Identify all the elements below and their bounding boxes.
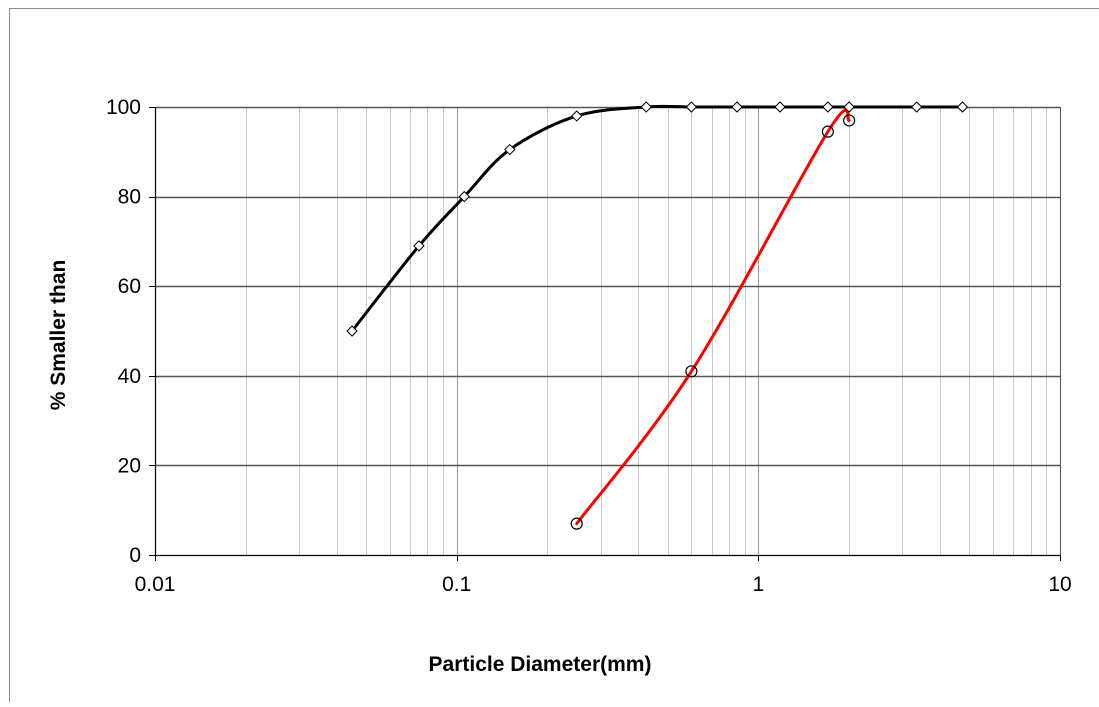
series-1-diamond-marker bbox=[640, 101, 652, 113]
series-1-diamond-marker bbox=[911, 101, 923, 113]
x-tick-labels: 0.01 0.1 1 10 bbox=[135, 573, 1072, 596]
x-tick-label: 0.01 bbox=[135, 573, 176, 596]
series-2-circle-marker bbox=[570, 517, 583, 530]
series-2-circle-marker bbox=[685, 365, 698, 378]
series-1-diamond-marker bbox=[346, 325, 358, 337]
x-tick-label: 1 bbox=[752, 573, 764, 596]
series-1-diamond-marker bbox=[822, 101, 834, 113]
series-1-diamond-marker bbox=[843, 101, 855, 113]
series-2-circle-marker bbox=[821, 125, 834, 138]
x-axis-label: Particle Diameter(mm) bbox=[429, 653, 652, 676]
series-1-diamond-marker bbox=[731, 101, 743, 113]
series-1-diamond-marker bbox=[956, 101, 969, 113]
y-tick-labels: 0 20 40 60 80 100 bbox=[106, 96, 141, 567]
axes bbox=[149, 107, 1061, 561]
y-tick-label: 20 bbox=[118, 454, 141, 477]
y-tick-label: 80 bbox=[118, 186, 141, 209]
series-1-diamond-marker bbox=[571, 110, 583, 122]
series-1-diamond-marker bbox=[458, 190, 471, 203]
y-tick-label: 60 bbox=[118, 275, 141, 298]
y-tick-label: 40 bbox=[118, 365, 141, 388]
y-tick-label: 0 bbox=[129, 544, 141, 567]
series-1-diamond-marker bbox=[685, 101, 698, 113]
series-markers bbox=[346, 101, 969, 530]
minor-gridlines bbox=[246, 107, 1047, 555]
series-2-line bbox=[575, 108, 851, 526]
series-2-circle-marker bbox=[843, 114, 856, 127]
x-tick-label: 10 bbox=[1048, 573, 1071, 596]
series-1-diamond-marker bbox=[774, 101, 786, 113]
series-1-diamond-marker bbox=[504, 143, 516, 156]
y-tick-label: 100 bbox=[106, 96, 141, 119]
series-1-diamond-marker bbox=[413, 240, 425, 252]
y-axis-label: % Smaller than bbox=[47, 260, 70, 411]
major-gridlines bbox=[155, 106, 1061, 555]
x-tick-label: 0.1 bbox=[442, 573, 471, 596]
